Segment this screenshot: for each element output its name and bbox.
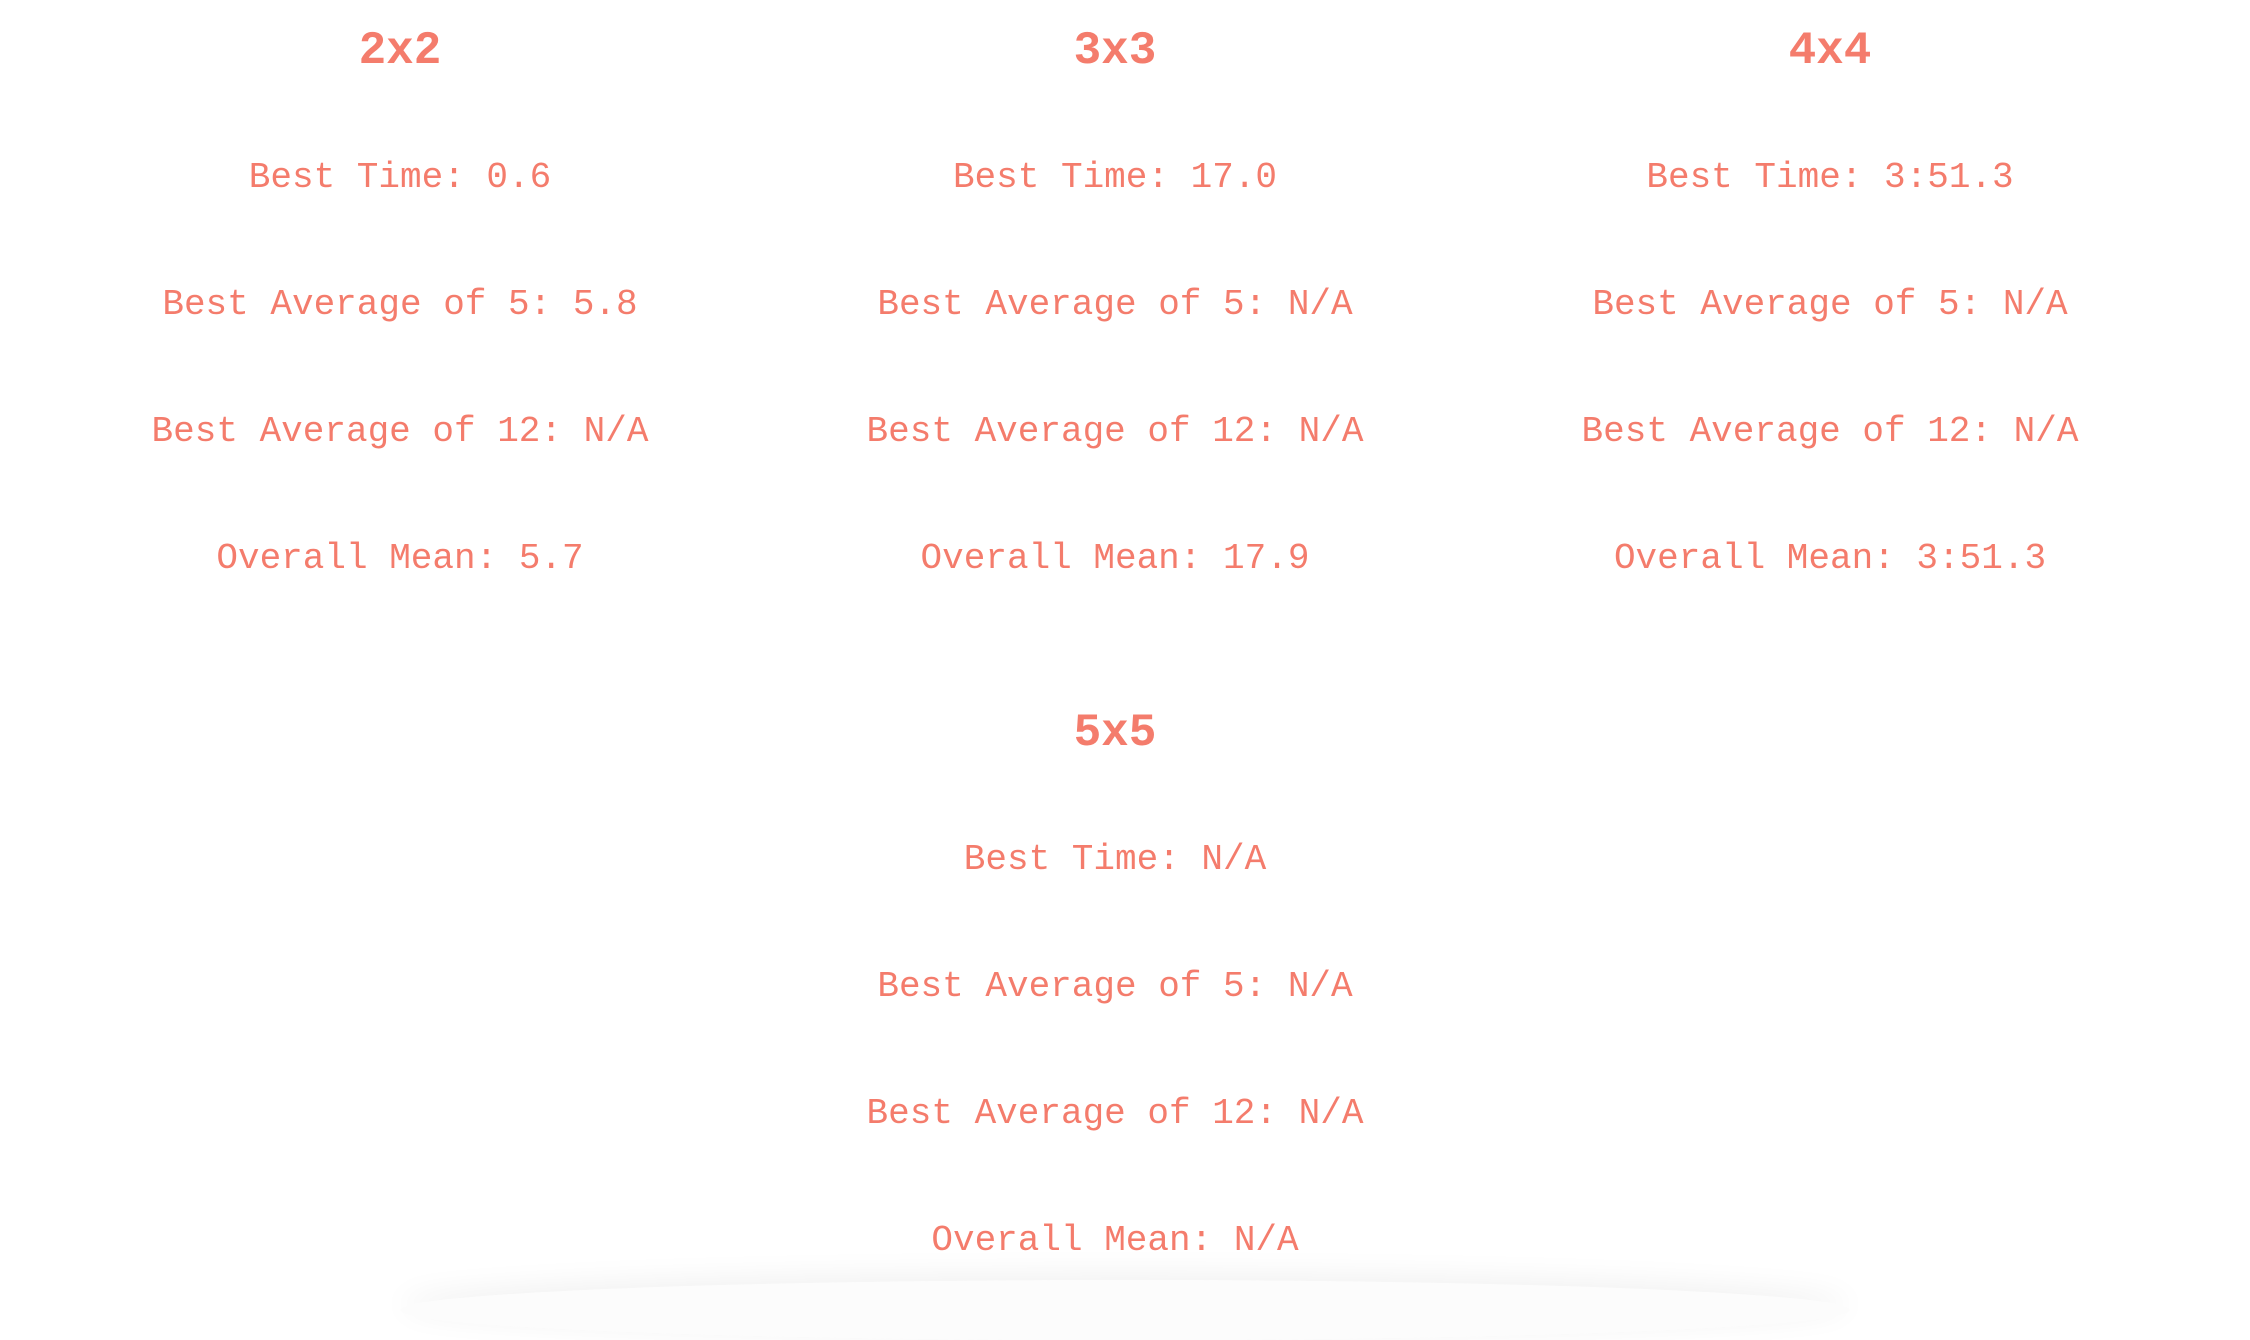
best-ao5-label: Best Average of 5: [877, 284, 1267, 325]
best-time-value: 0.6 [486, 157, 552, 198]
stats-block-2x2: 2x2 Best Time: 0.6 Best Average of 5: 5.… [40, 28, 760, 577]
puzzle-title: 2x2 [358, 25, 442, 77]
best-time-line: Best Time: 0.6 [40, 160, 760, 196]
best-time-line: Best Time: 17.0 [755, 160, 1475, 196]
best-time-label: Best Time: [248, 157, 465, 198]
overall-mean-line: Overall Mean: 17.9 [755, 541, 1475, 577]
overall-mean-line: Overall Mean: 3:51.3 [1470, 541, 2190, 577]
overall-mean-line: Overall Mean: 5.7 [40, 541, 760, 577]
best-ao5-line: Best Average of 5: N/A [1470, 287, 2190, 323]
best-time-label: Best Time: [963, 839, 1180, 880]
best-time-value: 3:51.3 [1884, 157, 2014, 198]
overall-mean-label: Overall Mean: [920, 538, 1202, 579]
best-ao12-label: Best Average of 12: [866, 1093, 1278, 1134]
stats-block-4x4: 4x4 Best Time: 3:51.3 Best Average of 5:… [1470, 28, 2190, 577]
puzzle-title: 3x3 [1073, 25, 1157, 77]
best-ao5-label: Best Average of 5: [1592, 284, 1982, 325]
overall-mean-label: Overall Mean: [931, 1220, 1213, 1261]
best-ao5-value: N/A [1287, 966, 1353, 1007]
best-ao12-value: N/A [2013, 411, 2079, 452]
best-ao12-label: Best Average of 12: [1581, 411, 1993, 452]
overall-mean-value: N/A [1233, 1220, 1299, 1261]
best-ao12-line: Best Average of 12: N/A [755, 1096, 1475, 1132]
overall-mean-value: 5.7 [518, 538, 584, 579]
overall-mean-label: Overall Mean: [1613, 538, 1895, 579]
stats-block-5x5: 5x5 Best Time: N/A Best Average of 5: N/… [755, 710, 1475, 1259]
best-time-label: Best Time: [1646, 157, 1863, 198]
best-time-line: Best Time: 3:51.3 [1470, 160, 2190, 196]
best-time-value: 17.0 [1190, 157, 1278, 198]
best-ao12-line: Best Average of 12: N/A [1470, 414, 2190, 450]
best-ao5-value: 5.8 [572, 284, 638, 325]
overall-mean-value: 3:51.3 [1916, 538, 2047, 579]
best-ao12-value: N/A [583, 411, 649, 452]
puzzle-title: 4x4 [1788, 25, 1872, 77]
best-time-line: Best Time: N/A [755, 842, 1475, 878]
best-ao5-line: Best Average of 5: N/A [755, 969, 1475, 1005]
best-ao5-value: N/A [1287, 284, 1353, 325]
best-ao5-value: N/A [2002, 284, 2068, 325]
best-ao12-label: Best Average of 12: [866, 411, 1278, 452]
best-ao5-label: Best Average of 5: [162, 284, 552, 325]
best-ao12-value: N/A [1298, 1093, 1364, 1134]
overall-mean-line: Overall Mean: N/A [755, 1223, 1475, 1259]
best-ao5-line: Best Average of 5: N/A [755, 287, 1475, 323]
best-ao5-line: Best Average of 5: 5.8 [40, 287, 760, 323]
best-ao12-value: N/A [1298, 411, 1364, 452]
best-ao5-label: Best Average of 5: [877, 966, 1267, 1007]
best-ao12-line: Best Average of 12: N/A [755, 414, 1475, 450]
best-time-label: Best Time: [952, 157, 1169, 198]
overall-mean-value: 17.9 [1223, 538, 1310, 579]
best-ao12-line: Best Average of 12: N/A [40, 414, 760, 450]
overall-mean-label: Overall Mean: [216, 538, 498, 579]
puzzle-title: 5x5 [1073, 707, 1157, 759]
best-ao12-label: Best Average of 12: [151, 411, 563, 452]
bottom-edge-shadow [400, 1280, 1850, 1340]
stats-block-3x3: 3x3 Best Time: 17.0 Best Average of 5: N… [755, 28, 1475, 577]
best-time-value: N/A [1201, 839, 1267, 880]
